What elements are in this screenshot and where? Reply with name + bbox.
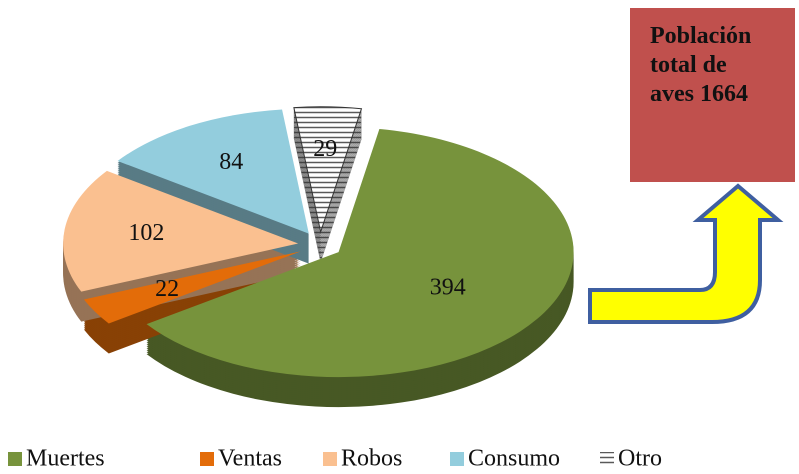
slice — [293, 106, 363, 234]
data-label: 22 — [155, 276, 179, 302]
data-labels: 394 22 102 84 29 — [128, 136, 465, 302]
pie-tops — [63, 106, 574, 378]
legend-swatch — [323, 452, 337, 466]
data-label: 84 — [219, 149, 243, 175]
legend: Muertes Ventas Robos Consumo Otro — [8, 446, 662, 472]
legend-label: Consumo — [468, 446, 560, 472]
legend-swatch — [600, 452, 614, 466]
data-label: 394 — [430, 274, 466, 300]
legend-label: Ventas — [218, 446, 282, 472]
arrow — [588, 183, 784, 324]
legend-label: Robos — [341, 446, 402, 472]
data-label: 102 — [128, 220, 164, 246]
legend-label: Otro — [618, 446, 662, 472]
slice — [117, 109, 309, 234]
legend-label: Muertes — [26, 446, 105, 472]
slice — [63, 170, 299, 292]
data-label: 29 — [313, 136, 337, 162]
slice — [146, 128, 574, 378]
legend-swatch — [8, 452, 22, 466]
annotation-box: Población total de aves 1664 — [630, 8, 795, 182]
slice — [83, 251, 301, 324]
legend-swatch — [450, 452, 464, 466]
legend-swatch — [200, 452, 214, 466]
